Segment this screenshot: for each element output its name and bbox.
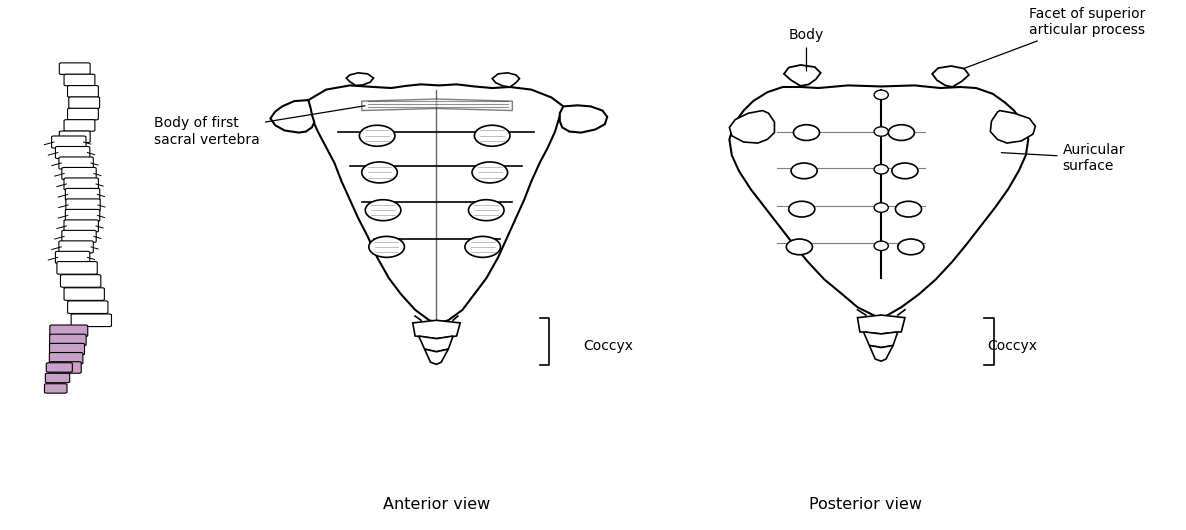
Ellipse shape — [895, 201, 922, 217]
FancyBboxPatch shape — [60, 275, 101, 287]
Ellipse shape — [369, 236, 404, 258]
FancyBboxPatch shape — [65, 189, 100, 200]
Polygon shape — [560, 105, 607, 132]
Polygon shape — [729, 85, 1028, 319]
FancyBboxPatch shape — [59, 63, 90, 74]
FancyBboxPatch shape — [56, 251, 90, 263]
Ellipse shape — [786, 239, 812, 255]
Text: Coccyx: Coccyx — [584, 340, 633, 354]
Polygon shape — [492, 73, 519, 87]
Polygon shape — [784, 65, 821, 86]
Ellipse shape — [874, 241, 888, 251]
FancyBboxPatch shape — [50, 343, 84, 355]
FancyBboxPatch shape — [62, 231, 96, 242]
Polygon shape — [270, 100, 314, 132]
Text: Posterior view: Posterior view — [809, 497, 923, 511]
FancyBboxPatch shape — [64, 178, 98, 190]
Ellipse shape — [874, 165, 888, 174]
FancyBboxPatch shape — [64, 74, 95, 86]
Polygon shape — [419, 336, 453, 352]
Ellipse shape — [888, 125, 914, 140]
Ellipse shape — [474, 125, 510, 146]
Polygon shape — [346, 73, 374, 85]
FancyBboxPatch shape — [64, 288, 104, 301]
Polygon shape — [857, 315, 905, 334]
FancyBboxPatch shape — [59, 157, 94, 169]
Ellipse shape — [874, 90, 888, 100]
Polygon shape — [413, 320, 460, 339]
Text: Auricular
surface: Auricular surface — [1001, 143, 1126, 173]
Polygon shape — [990, 111, 1035, 143]
Ellipse shape — [793, 125, 820, 140]
Ellipse shape — [874, 127, 888, 136]
Ellipse shape — [898, 239, 924, 255]
Ellipse shape — [365, 200, 401, 220]
Ellipse shape — [472, 162, 508, 183]
Text: Body of first
sacral vertebra: Body of first sacral vertebra — [154, 106, 365, 147]
Text: Coccyx: Coccyx — [987, 340, 1037, 354]
Polygon shape — [729, 111, 774, 143]
FancyBboxPatch shape — [46, 363, 72, 372]
FancyBboxPatch shape — [56, 146, 90, 158]
Ellipse shape — [789, 201, 815, 217]
FancyBboxPatch shape — [45, 373, 70, 383]
FancyBboxPatch shape — [64, 120, 95, 131]
FancyBboxPatch shape — [68, 108, 98, 120]
Ellipse shape — [362, 162, 397, 183]
FancyBboxPatch shape — [69, 97, 100, 109]
FancyBboxPatch shape — [71, 314, 111, 326]
Polygon shape — [932, 66, 969, 87]
Text: Anterior view: Anterior view — [383, 497, 490, 511]
FancyBboxPatch shape — [68, 85, 98, 97]
Ellipse shape — [874, 203, 888, 213]
Polygon shape — [308, 84, 563, 323]
FancyBboxPatch shape — [64, 220, 98, 232]
FancyBboxPatch shape — [50, 352, 83, 364]
Ellipse shape — [468, 200, 504, 220]
Ellipse shape — [892, 163, 918, 179]
FancyBboxPatch shape — [59, 131, 90, 143]
FancyBboxPatch shape — [45, 384, 66, 393]
FancyBboxPatch shape — [49, 361, 81, 373]
Text: Facet of superior
articular process: Facet of superior articular process — [963, 7, 1146, 69]
FancyBboxPatch shape — [65, 199, 100, 211]
Ellipse shape — [359, 125, 395, 146]
FancyBboxPatch shape — [65, 209, 100, 222]
FancyBboxPatch shape — [59, 241, 94, 253]
Text: Body: Body — [789, 29, 824, 71]
Polygon shape — [425, 349, 448, 364]
Ellipse shape — [465, 236, 500, 258]
FancyBboxPatch shape — [50, 325, 88, 337]
Ellipse shape — [791, 163, 817, 179]
Polygon shape — [863, 332, 898, 348]
FancyBboxPatch shape — [50, 334, 87, 346]
FancyBboxPatch shape — [62, 167, 96, 180]
Polygon shape — [869, 346, 893, 361]
FancyBboxPatch shape — [57, 262, 97, 274]
Polygon shape — [362, 99, 512, 111]
FancyBboxPatch shape — [68, 301, 108, 313]
FancyBboxPatch shape — [51, 136, 85, 148]
